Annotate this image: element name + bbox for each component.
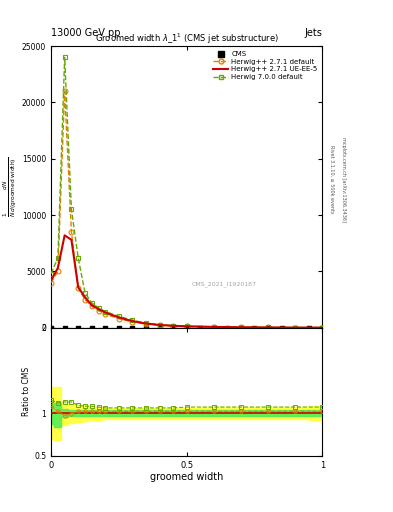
Point bbox=[48, 324, 54, 332]
Y-axis label: $\frac{1}{N}\frac{dN}{d(\mathrm{groomed\ width})}$: $\frac{1}{N}\frac{dN}{d(\mathrm{groomed\… bbox=[2, 157, 19, 217]
Text: 13000 GeV pp: 13000 GeV pp bbox=[51, 28, 121, 38]
Point bbox=[170, 324, 176, 332]
Point bbox=[184, 324, 190, 332]
Point bbox=[197, 324, 204, 332]
Point bbox=[75, 324, 81, 332]
Point bbox=[306, 324, 312, 332]
Point bbox=[156, 324, 163, 332]
Point bbox=[116, 324, 122, 332]
Point bbox=[292, 324, 298, 332]
Point bbox=[224, 324, 230, 332]
Text: Rivet 3.1.10, ≥ 500k events: Rivet 3.1.10, ≥ 500k events bbox=[330, 145, 334, 214]
Point bbox=[238, 324, 244, 332]
Point bbox=[102, 324, 108, 332]
Title: Groomed width $\lambda\_1^1$ (CMS jet substructure): Groomed width $\lambda\_1^1$ (CMS jet su… bbox=[95, 32, 279, 46]
Point bbox=[89, 324, 95, 332]
Text: mcplots.cern.ch [arXiv:1306.3436]: mcplots.cern.ch [arXiv:1306.3436] bbox=[342, 137, 346, 222]
Point bbox=[129, 324, 136, 332]
Text: Jets: Jets bbox=[305, 28, 322, 38]
Point bbox=[143, 324, 149, 332]
X-axis label: groomed width: groomed width bbox=[150, 472, 223, 482]
Legend: CMS, Herwig++ 2.7.1 default, Herwig++ 2.7.1 UE-EE-5, Herwig 7.0.0 default: CMS, Herwig++ 2.7.1 default, Herwig++ 2.… bbox=[212, 50, 319, 81]
Text: CMS_2021_I1920187: CMS_2021_I1920187 bbox=[192, 282, 257, 287]
Point bbox=[252, 324, 258, 332]
Point bbox=[278, 324, 285, 332]
Point bbox=[265, 324, 271, 332]
Y-axis label: Ratio to CMS: Ratio to CMS bbox=[22, 367, 31, 416]
Point bbox=[319, 324, 325, 332]
Point bbox=[211, 324, 217, 332]
Point bbox=[61, 324, 68, 332]
